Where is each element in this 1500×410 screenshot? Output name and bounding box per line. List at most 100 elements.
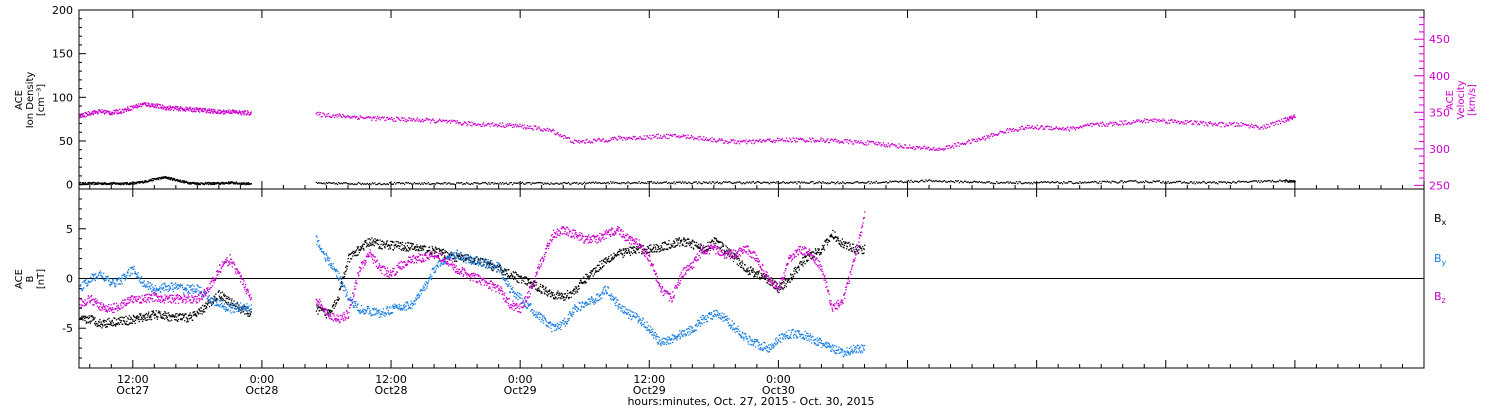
data-point [153,312,155,314]
data-point [1287,118,1290,120]
data-point [136,273,138,276]
data-point [354,183,356,185]
data-point [94,317,96,319]
data-point [112,325,114,327]
data-point [900,180,902,182]
data-point [490,263,492,265]
data-point [372,116,375,118]
data-point [628,249,630,251]
data-point [227,182,229,184]
data-point [636,249,639,251]
data-point [149,105,151,107]
data-point [160,291,162,293]
data-point [365,117,367,119]
data-point [1034,126,1036,128]
data-point [91,112,93,114]
data-point [1280,180,1282,182]
data-point [733,258,735,260]
data-point [1123,120,1125,122]
data-point [714,183,716,185]
data-point [644,249,646,251]
data-point [377,243,380,246]
data-point [152,288,154,290]
data-point [224,294,226,297]
data-point [656,244,658,246]
data-point [763,275,765,277]
data-point [93,273,95,275]
data-point [670,247,672,249]
data-point [578,139,580,142]
data-point [619,183,622,185]
data-point [649,134,651,137]
data-point [509,182,511,184]
data-point [1038,182,1040,184]
data-point [205,181,207,184]
data-point [415,119,418,121]
data-point [1089,182,1091,184]
data-point [1097,124,1100,126]
data-point [357,117,360,119]
data-point [1172,121,1174,123]
data-point [454,184,457,186]
data-point [1001,131,1003,133]
data-point [165,315,168,317]
data-point [234,110,236,112]
data-point [494,182,496,184]
data-point [208,108,210,110]
data-point [692,136,694,138]
data-point [838,242,841,244]
data-point [167,106,169,109]
data-point [161,316,163,318]
data-point [652,134,654,136]
data-point [467,123,469,126]
data-point [125,315,127,317]
data-point [107,277,109,280]
data-point [888,182,890,184]
data-point [79,285,82,287]
data-point [333,304,335,306]
data-point [857,140,860,142]
data-point [397,182,399,184]
data-point [929,149,931,151]
data-point [1029,183,1031,185]
data-point [880,145,882,147]
data-point [239,306,241,308]
data-point [605,258,607,260]
data-point [1049,125,1051,128]
data-point [469,183,471,186]
data-point [851,141,853,143]
data-point [91,280,93,282]
data-point [925,179,927,181]
data-point [129,275,131,277]
data-point [90,320,92,322]
data-point [1117,182,1120,184]
data-point [660,245,662,247]
data-point [741,140,743,142]
data-point [1126,123,1129,125]
data-point [460,259,462,261]
data-point [468,121,471,123]
data-point [1166,182,1168,184]
data-point [345,270,347,272]
data-point [380,243,382,246]
data-point [763,181,766,183]
data-point [167,320,169,322]
data-point [181,318,183,320]
data-point [182,313,184,315]
data-point [998,182,1000,184]
data-point [752,267,754,270]
data-point [376,239,378,241]
data-point [835,141,837,143]
data-point [375,241,377,243]
data-point [328,313,330,315]
data-point [114,111,116,113]
data-point [582,282,584,284]
data-point [118,278,120,280]
data-point [330,311,332,314]
data-point [531,182,533,184]
data-point [1061,128,1063,130]
data-point [189,314,191,316]
data-point [211,304,213,306]
data-point [943,148,946,150]
data-point [165,314,167,316]
